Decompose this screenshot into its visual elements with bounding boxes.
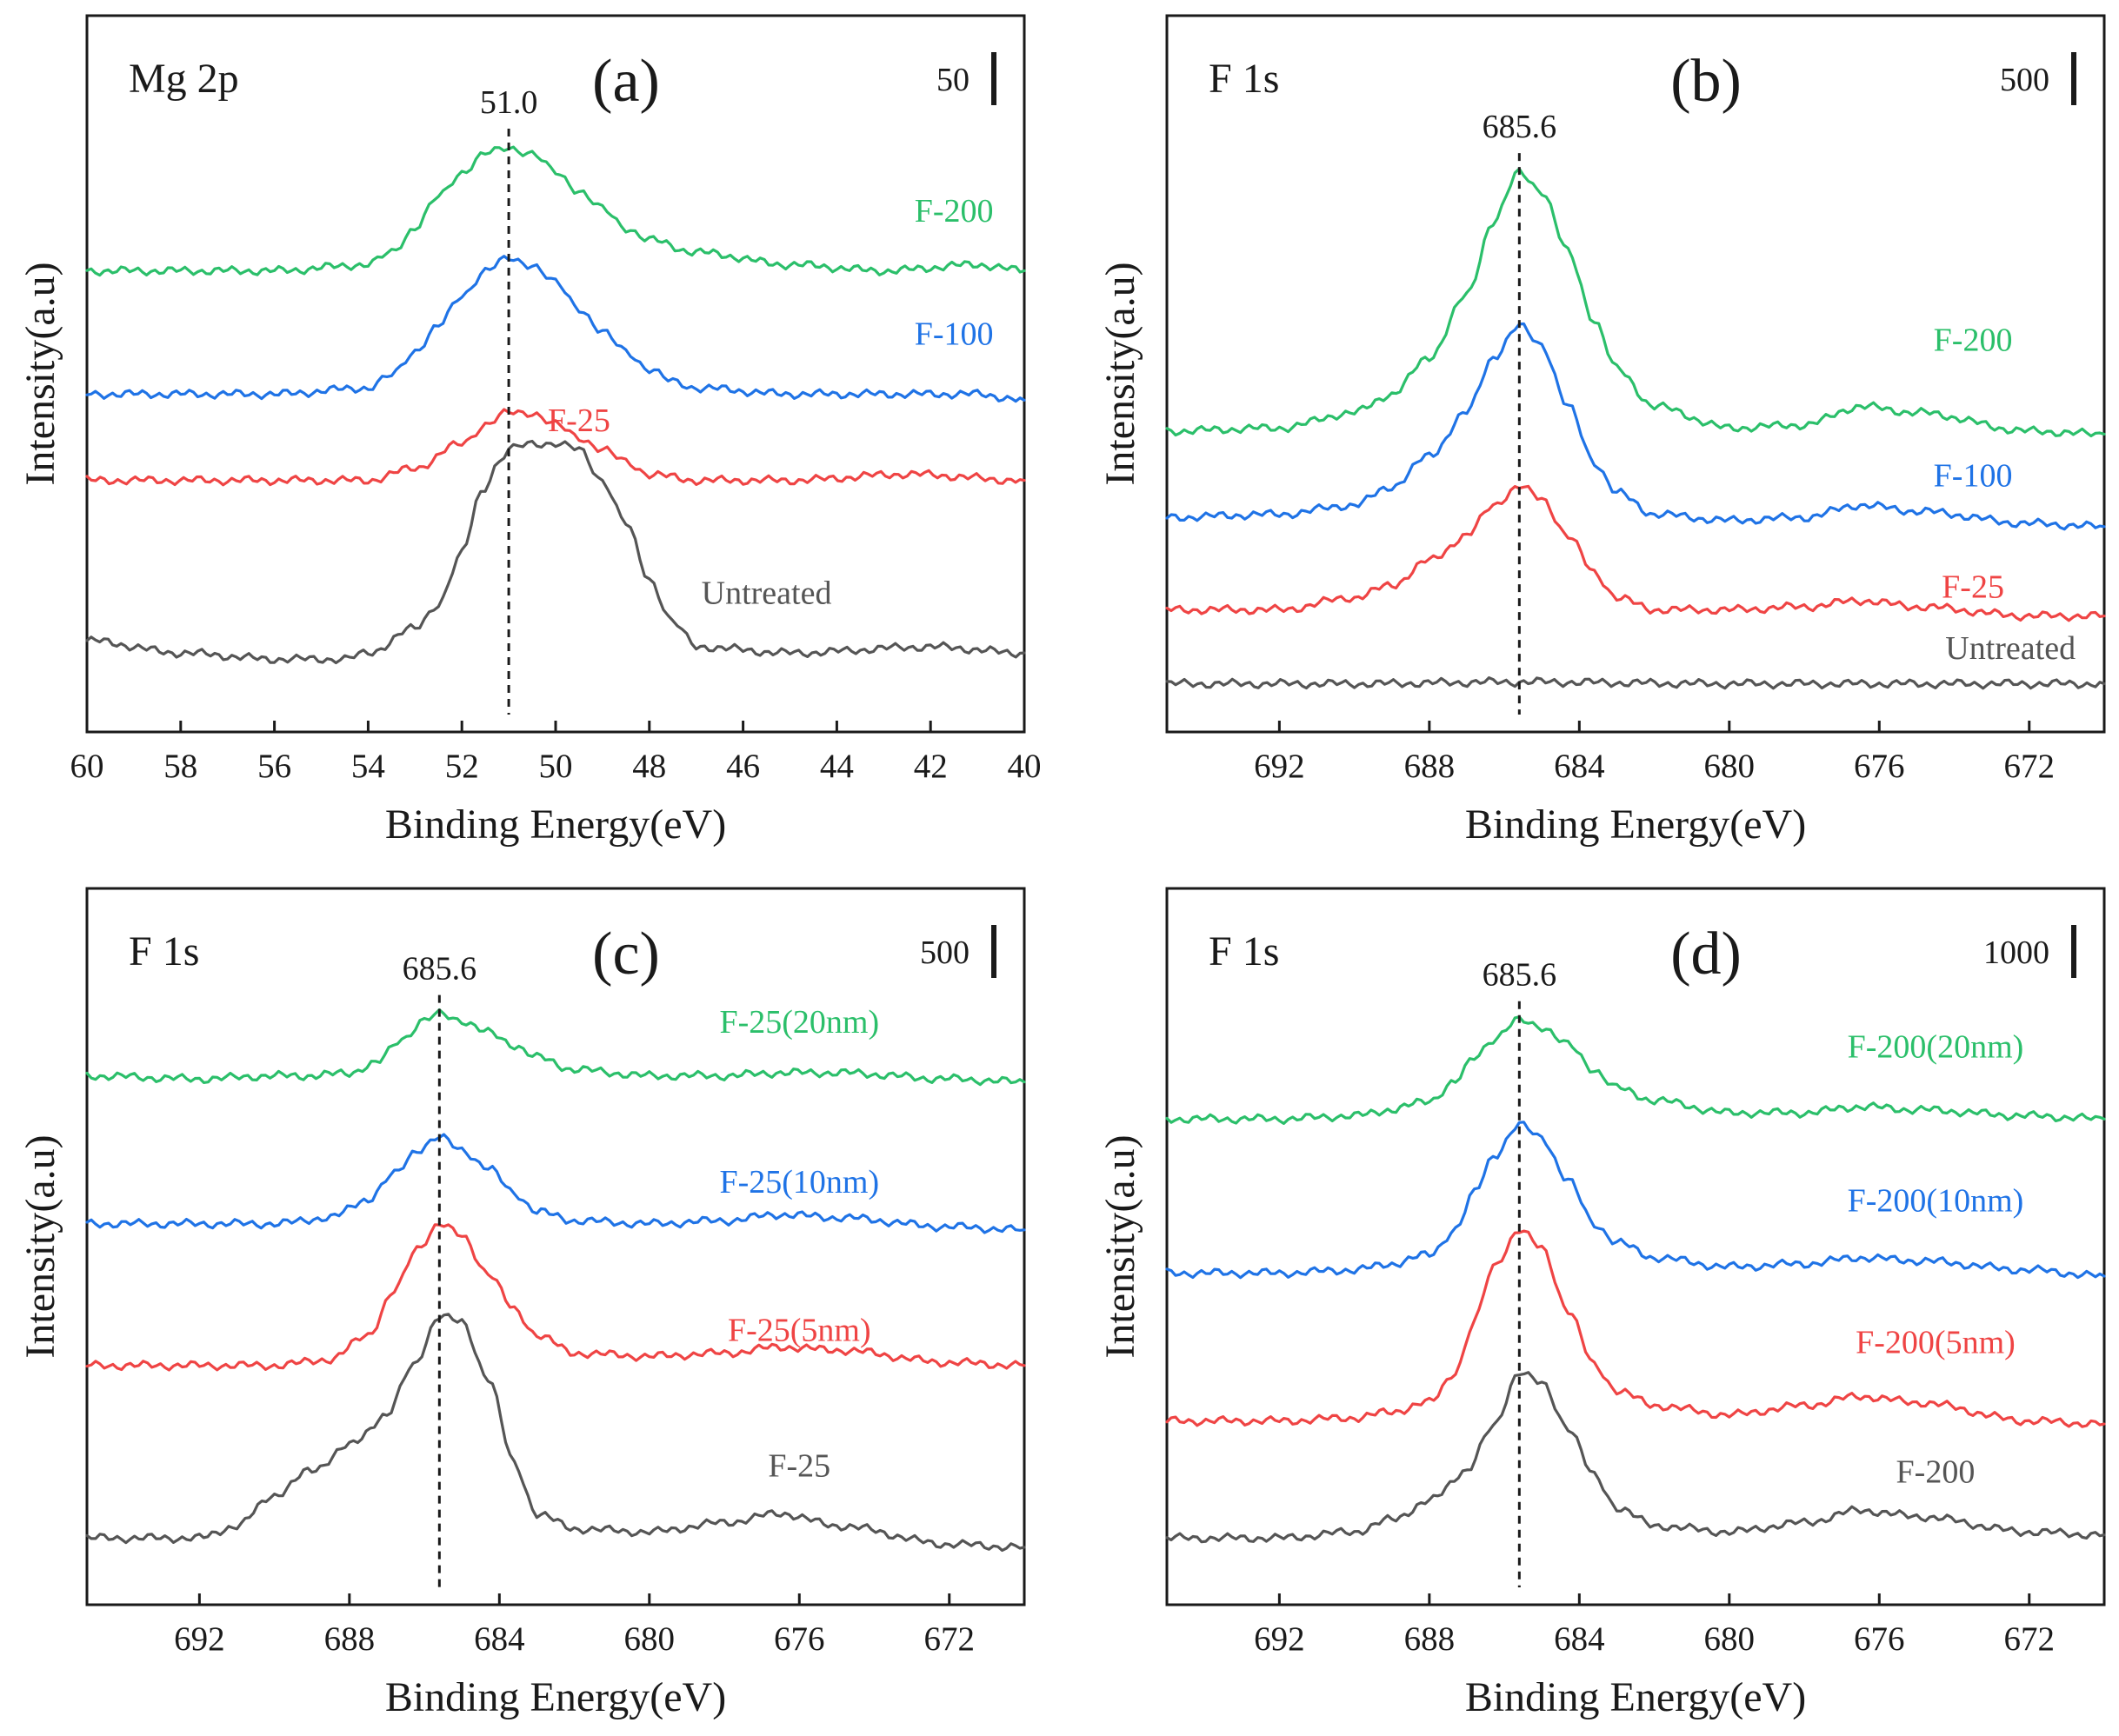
panel-letter: (a) (592, 48, 660, 115)
x-tick-label: 54 (351, 748, 385, 785)
x-tick-label: 672 (924, 1620, 976, 1658)
series-line-F-100 (1165, 322, 2106, 531)
peak-label: 685.6 (1483, 957, 1557, 994)
scale-bar-label: 50 (936, 62, 970, 98)
x-tick-label: 48 (632, 748, 666, 785)
series-label: F-25 (768, 1447, 830, 1484)
x-axis-label: Binding Energy(eV) (1465, 1674, 1806, 1720)
x-tick-label: 56 (257, 748, 291, 785)
series-line-F-200(10nm) (1165, 1121, 2106, 1280)
series-line-F-100 (85, 255, 1026, 403)
x-tick-label: 60 (70, 748, 104, 785)
x-tick-label: 672 (2004, 748, 2056, 785)
chart-panel-d: 692 688 684 680 676 672 Binding Energy(eV) Inte… (1097, 887, 2106, 1720)
series-label: F-100 (1934, 458, 2013, 495)
element-label: F 1s (1209, 56, 1279, 102)
series-label: F-25 (1942, 569, 2004, 605)
series-line-F-25 (85, 1313, 1026, 1553)
series-line-F-25 (85, 408, 1026, 487)
y-axis-label: Intensity(a.u) (1097, 1134, 1143, 1358)
series-line-F-200 (1165, 1371, 2106, 1544)
x-tick-label: 688 (1404, 1620, 1456, 1658)
x-tick-label: 44 (820, 748, 854, 785)
x-tick-label: 692 (1254, 748, 1305, 785)
series-label: F-200 (1896, 1453, 1976, 1490)
scale-bar-label: 500 (2000, 62, 2049, 98)
series-line-F-25 (1165, 484, 2106, 622)
series-line-Untreated (85, 439, 1026, 665)
x-tick-label: 676 (1854, 748, 1905, 785)
series-line-F-200 (1165, 167, 2106, 438)
chart-panel-b: 692 688 684 680 676 672 Binding Energy(eV) Inte… (1097, 14, 2106, 848)
chart-panel-a: 60 58 56 54 52 50 48 46 44 42 40 Binding Energy(eV)… (17, 14, 1042, 848)
x-tick-label: 672 (2004, 1620, 2056, 1658)
x-axis-label: Binding Energy(eV) (385, 801, 726, 848)
y-axis-label: Intensity(a.u) (17, 1134, 63, 1358)
x-tick-label: 680 (624, 1620, 676, 1658)
x-tick-label: 52 (445, 748, 479, 785)
x-tick-label: 684 (474, 1620, 525, 1658)
plot-frame (1165, 887, 2106, 1606)
panel-letter: (d) (1670, 921, 1742, 988)
peak-label: 685.6 (403, 951, 477, 988)
x-tick-label: 688 (1404, 748, 1456, 785)
x-axis-label: Binding Energy(eV) (1465, 801, 1806, 848)
series-label: Untreated (1945, 630, 2076, 667)
series-line-F-25(10nm) (85, 1133, 1026, 1234)
x-tick-label: 42 (914, 748, 948, 785)
panel-letter: (c) (592, 921, 660, 988)
series-label: F-25(10nm) (719, 1164, 879, 1201)
series-label: F-25 (548, 402, 610, 439)
series-line-F-200(20nm) (1165, 1015, 2106, 1125)
x-tick-label: 46 (726, 748, 760, 785)
series-label: Untreated (702, 575, 832, 611)
series-label: F-200 (1934, 323, 2013, 359)
x-tick-label: 684 (1554, 748, 1605, 785)
series-line-Untreated (1165, 676, 2106, 690)
x-tick-label: 692 (1254, 1620, 1305, 1658)
series-line-F-25(20nm) (85, 1008, 1026, 1087)
x-tick-label: 40 (1008, 748, 1042, 785)
peak-label: 51.0 (480, 84, 538, 121)
panel-letter: (b) (1670, 48, 1742, 115)
x-tick-label: 680 (1704, 1620, 1756, 1658)
series-label: F-200(10nm) (1848, 1183, 2024, 1220)
scale-bar-label: 500 (920, 935, 970, 971)
series-line-F-25(5nm) (85, 1223, 1026, 1372)
element-label: F 1s (129, 928, 199, 974)
y-axis-label: Intensity(a.u) (1097, 262, 1143, 485)
peak-label: 685.6 (1483, 109, 1557, 145)
plot-frame (85, 14, 1026, 734)
series-line-F-200 (85, 145, 1026, 277)
series-label: F-200(20nm) (1848, 1028, 2024, 1065)
series-label: F-200 (915, 193, 994, 229)
plot-frame (85, 887, 1026, 1606)
x-tick-label: 50 (539, 748, 573, 785)
x-tick-label: 684 (1554, 1620, 1605, 1658)
series-label: F-100 (915, 316, 994, 353)
x-tick-label: 676 (1854, 1620, 1905, 1658)
chart-panel-c: 692 688 684 680 676 672 Binding Energy(eV) Inte… (17, 887, 1026, 1720)
x-tick-label: 680 (1704, 748, 1756, 785)
y-axis-label: Intensity(a.u) (17, 262, 63, 485)
series-label: F-25(20nm) (719, 1004, 879, 1041)
x-tick-label: 58 (163, 748, 197, 785)
series-line-F-200(5nm) (1165, 1229, 2106, 1428)
series-label: F-25(5nm) (728, 1312, 871, 1348)
plot-frame (1165, 14, 2106, 734)
scale-bar-label: 1000 (1983, 935, 2049, 971)
x-tick-label: 692 (174, 1620, 225, 1658)
series-label: F-200(5nm) (1856, 1325, 2016, 1361)
x-tick-label: 676 (774, 1620, 825, 1658)
element-label: F 1s (1209, 928, 1279, 974)
x-tick-label: 688 (324, 1620, 376, 1658)
element-label: Mg 2p (129, 56, 239, 102)
x-axis-label: Binding Energy(eV) (385, 1674, 726, 1720)
